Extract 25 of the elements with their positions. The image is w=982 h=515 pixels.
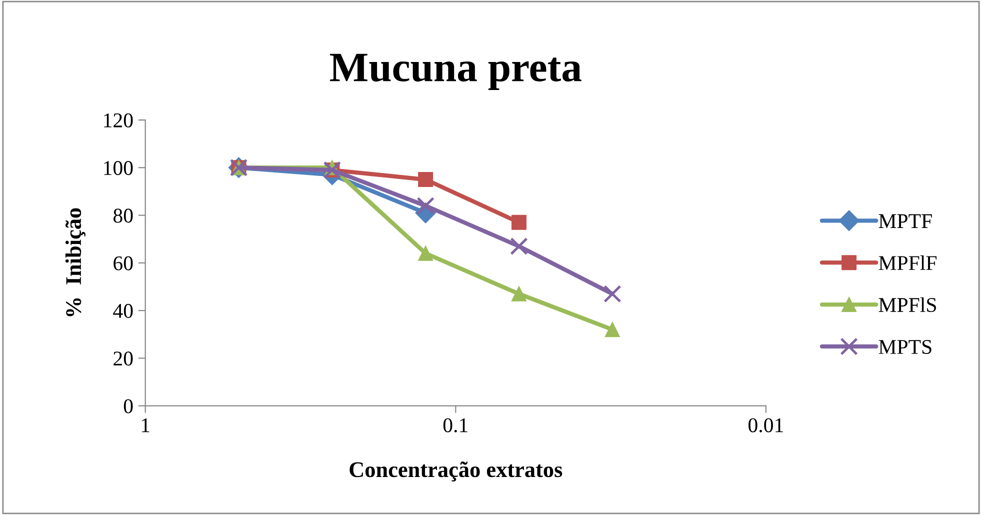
y-tick-label: 0 bbox=[124, 399, 133, 414]
x-tick-label: 1 bbox=[142, 418, 150, 432]
y-tick-label: 120 bbox=[104, 113, 133, 128]
y-tick-label: 80 bbox=[113, 208, 133, 223]
legend-label: MPFlF bbox=[878, 255, 937, 270]
y-tick-label: 60 bbox=[114, 256, 133, 270]
point bbox=[416, 196, 434, 215]
y-tick-label: 100 bbox=[104, 161, 133, 176]
point bbox=[604, 284, 622, 303]
point bbox=[510, 237, 528, 256]
legend-label: MPFlS bbox=[878, 297, 936, 312]
point bbox=[418, 172, 434, 188]
y-axis-title: % Inibição bbox=[65, 208, 86, 316]
y-tick-label: 40 bbox=[113, 304, 133, 318]
x-axis-title: Concentração extratos bbox=[350, 461, 562, 482]
y-tick-label: 20 bbox=[114, 352, 133, 366]
x-tick-label: 0.01 bbox=[748, 418, 783, 432]
point bbox=[418, 246, 434, 261]
legend-label: MPTS bbox=[878, 340, 932, 354]
point bbox=[604, 322, 620, 338]
chart-title: Mucuna preta bbox=[330, 54, 582, 90]
x-tick-label: 0.1 bbox=[443, 418, 468, 432]
legend-label: MPTF bbox=[878, 214, 932, 228]
point bbox=[511, 214, 526, 230]
point bbox=[511, 286, 526, 302]
